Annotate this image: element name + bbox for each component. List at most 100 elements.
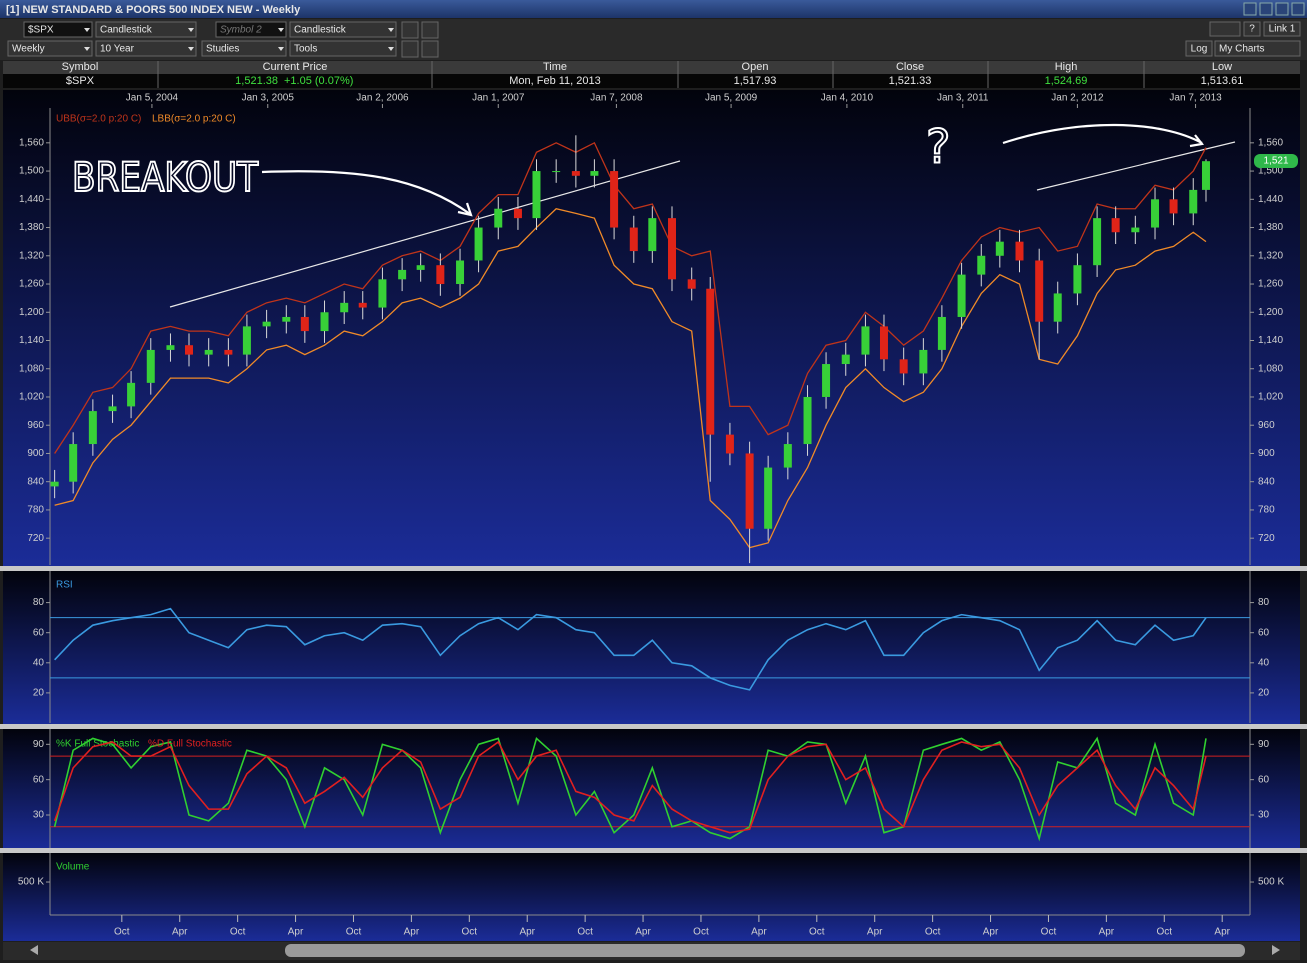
candle-body — [899, 359, 908, 374]
candle-body — [242, 326, 251, 355]
legend-entry: %D Full Stochastic — [148, 739, 232, 750]
candle-body — [127, 382, 136, 407]
y-tick-label: 840 — [27, 476, 44, 487]
x-tick-label: Jan 3, 2011 — [937, 93, 989, 104]
bollinger-band — [54, 208, 1207, 549]
y-tick-label: 30 — [33, 810, 45, 821]
period-value: Weekly — [12, 44, 45, 55]
y-tick-label: 720 — [1258, 533, 1275, 544]
x-tick-label: Oct — [1041, 927, 1057, 938]
y-tick-label: 1,200 — [1258, 307, 1283, 318]
x-tick-label: Oct — [462, 927, 478, 938]
quote-header: Close — [896, 61, 924, 73]
y-tick-label: 1,200 — [19, 307, 44, 318]
candle-body — [166, 345, 175, 350]
y-tick-label: 60 — [1258, 627, 1270, 638]
candle-body — [50, 481, 59, 487]
x-tick-label: Oct — [577, 927, 593, 938]
candle-body — [783, 444, 792, 468]
quote-change: +1.05 (0.07%) — [284, 75, 353, 87]
candle-body — [1093, 218, 1102, 266]
candle-body — [1035, 260, 1044, 322]
x-tick-label: Jan 5, 2004 — [126, 93, 179, 104]
candle-body — [300, 316, 309, 332]
link-label: Link 1 — [1269, 24, 1296, 35]
volume-panel — [3, 853, 1300, 941]
x-tick-label: Oct — [1157, 927, 1173, 938]
my-charts-dropdown[interactable] — [1214, 40, 1301, 57]
link-button[interactable] — [1263, 21, 1301, 37]
candle-body — [378, 279, 387, 308]
zoom-out-button[interactable] — [401, 40, 419, 58]
candle-body — [1111, 218, 1120, 233]
close-button[interactable] — [1291, 2, 1305, 16]
candle-body — [416, 265, 425, 270]
x-tick-label: Apr — [751, 927, 767, 938]
candle-body — [320, 312, 329, 332]
log-button[interactable] — [1185, 40, 1213, 57]
x-tick-label: Apr — [867, 927, 883, 938]
x-tick-label: Jan 7, 2008 — [590, 93, 643, 104]
symbol-input[interactable] — [23, 21, 93, 38]
quote-header: Open — [742, 61, 769, 73]
y-tick-label: 20 — [33, 688, 45, 699]
candle-body — [456, 260, 465, 285]
y-tick-label: 1,500 — [1258, 166, 1283, 177]
candle-body — [513, 208, 522, 219]
draw-button[interactable] — [421, 21, 439, 39]
y-tick-label: 80 — [33, 597, 45, 608]
y-tick-label: 30 — [1258, 810, 1270, 821]
scrollbar-thumb[interactable] — [285, 944, 1245, 957]
y-tick-label: 1,440 — [1258, 194, 1283, 205]
quote-high: 1,524.69 — [1045, 75, 1088, 87]
help-button[interactable] — [1243, 21, 1261, 37]
candle-body — [706, 288, 715, 435]
x-tick-label: Jan 7, 2013 — [1169, 93, 1222, 104]
quote-value-row — [3, 74, 1300, 88]
x-tick-label: Oct — [346, 927, 362, 938]
y-tick-label: 900 — [27, 448, 44, 459]
restore-button[interactable] — [1275, 2, 1289, 16]
quote-time: Mon, Feb 11, 2013 — [509, 75, 601, 87]
menu-button[interactable] — [1209, 21, 1241, 37]
studies-dropdown[interactable] — [201, 40, 287, 57]
candle-body — [919, 349, 928, 374]
layout-button[interactable] — [421, 40, 439, 58]
y-tick-label: 20 — [1258, 688, 1270, 699]
y-tick-label: 1,440 — [19, 194, 44, 205]
quote-price: 1,521.38 — [235, 75, 278, 87]
candle-body — [532, 171, 541, 219]
y-tick-label: 60 — [1258, 774, 1270, 785]
candle-body — [108, 406, 117, 412]
x-tick-label: Jan 5, 2009 — [705, 93, 758, 104]
period-dropdown[interactable] — [7, 40, 93, 57]
candle-body — [358, 302, 367, 308]
candle-body — [88, 411, 97, 445]
chart-layer: 720 720 780 780 840 840 900 900 960 960 1,020 1,020… — [18, 61, 1298, 938]
maximize-button[interactable] — [1259, 2, 1273, 16]
x-tick-label: Jan 3, 2005 — [242, 93, 295, 104]
y-tick-label: 500 K — [1258, 877, 1284, 888]
tools-dropdown[interactable] — [289, 40, 397, 57]
x-tick-label: Oct — [114, 927, 130, 938]
candle-body — [1151, 199, 1160, 228]
legend-entry: LBB(σ=2.0 p:20 C) — [152, 114, 236, 125]
minimize-button[interactable] — [1243, 2, 1257, 16]
chart-type-dropdown[interactable] — [95, 21, 197, 38]
y-tick-label: 1,500 — [19, 166, 44, 177]
x-tick-label: Oct — [809, 927, 825, 938]
annotation-text: BREAKOUT — [72, 155, 258, 201]
symbol2-input[interactable] — [215, 21, 287, 38]
range-dropdown[interactable] — [95, 40, 197, 57]
chart-type2-dropdown[interactable] — [289, 21, 397, 38]
candle-body — [861, 326, 870, 355]
candle-body — [995, 241, 1004, 256]
zoom-button[interactable] — [401, 21, 419, 39]
candle-body — [184, 345, 193, 355]
y-tick-label: 1,020 — [19, 392, 44, 403]
range-value: 10 Year — [100, 44, 135, 55]
quote-low: 1,513.61 — [1201, 75, 1244, 87]
symbol2-placeholder: Symbol 2 — [220, 25, 262, 36]
y-tick-label: 1,320 — [1258, 250, 1283, 261]
quote-open: 1,517.93 — [734, 75, 777, 87]
